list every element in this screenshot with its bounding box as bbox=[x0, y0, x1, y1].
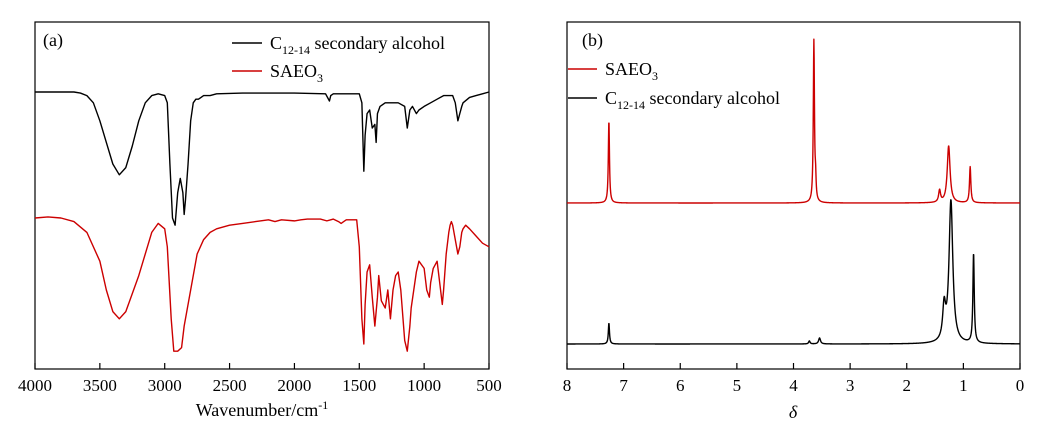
panel-a-x-tick-label: 3500 bbox=[83, 376, 117, 395]
panel-a-x-tick-label: 2000 bbox=[277, 376, 311, 395]
panel-b-legend: SAEO3 C12-14 secondary alcohol bbox=[568, 59, 780, 112]
panel-a-x-axis: 4000 3500 3000 2500 2000 1500 1000 500 bbox=[18, 363, 502, 395]
panel-b-x-tick-label: 4 bbox=[789, 376, 798, 395]
panel-b-x-label: δ bbox=[789, 402, 798, 422]
legend-label-c12-14: C12-14 secondary alcohol bbox=[270, 33, 445, 57]
legend-label-saeo3: SAEO3 bbox=[605, 59, 658, 83]
panel-a-x-tick-label: 4000 bbox=[18, 376, 52, 395]
panel-b-x-axis: 8 7 6 5 4 3 2 1 0 bbox=[563, 363, 1025, 395]
panel-a-x-tick-label: 500 bbox=[476, 376, 502, 395]
legend-label-c12-14: C12-14 secondary alcohol bbox=[605, 88, 780, 112]
panel-b-series-saeo3 bbox=[566, 38, 1021, 204]
panel-a-x-tick-label: 1000 bbox=[407, 376, 441, 395]
panel-b-x-tick-label: 2 bbox=[903, 376, 912, 395]
legend-label-saeo3: SAEO3 bbox=[270, 61, 323, 85]
panel-a-x-tick-label: 1500 bbox=[342, 376, 376, 395]
panel-a-x-label: Wavenumber/cm-1 bbox=[196, 398, 329, 420]
panel-b-label: (b) bbox=[582, 30, 603, 51]
panel-a-series-c12-14 bbox=[35, 91, 490, 226]
panel-a-series-saeo3 bbox=[34, 216, 490, 352]
panel-b-x-tick-label: 3 bbox=[846, 376, 855, 395]
panel-b-x-tick-label: 5 bbox=[733, 376, 742, 395]
panel-b: (b) 8 7 6 5 4 3 2 1 0 δ SAEO3 C12-14 secondary a… bbox=[563, 21, 1025, 422]
panel-a-x-tick-label: 2500 bbox=[213, 376, 247, 395]
panel-b-x-tick-label: 1 bbox=[959, 376, 968, 395]
panel-a-legend: C12-14 secondary alcohol SAEO3 bbox=[232, 33, 445, 85]
panel-b-x-tick-label: 6 bbox=[676, 376, 685, 395]
panel-b-x-tick-label: 7 bbox=[619, 376, 628, 395]
panel-b-x-tick-label: 8 bbox=[563, 376, 572, 395]
panel-a-x-tick-label: 3000 bbox=[148, 376, 182, 395]
panel-a-label: (a) bbox=[43, 30, 63, 51]
panel-b-series-c12-14 bbox=[566, 199, 1021, 345]
panel-a: (a) 4000 3500 3000 2500 2000 1500 1000 500 Wave… bbox=[18, 21, 502, 420]
panel-b-x-tick-label: 0 bbox=[1016, 376, 1025, 395]
panel-a-frame bbox=[34, 21, 490, 370]
